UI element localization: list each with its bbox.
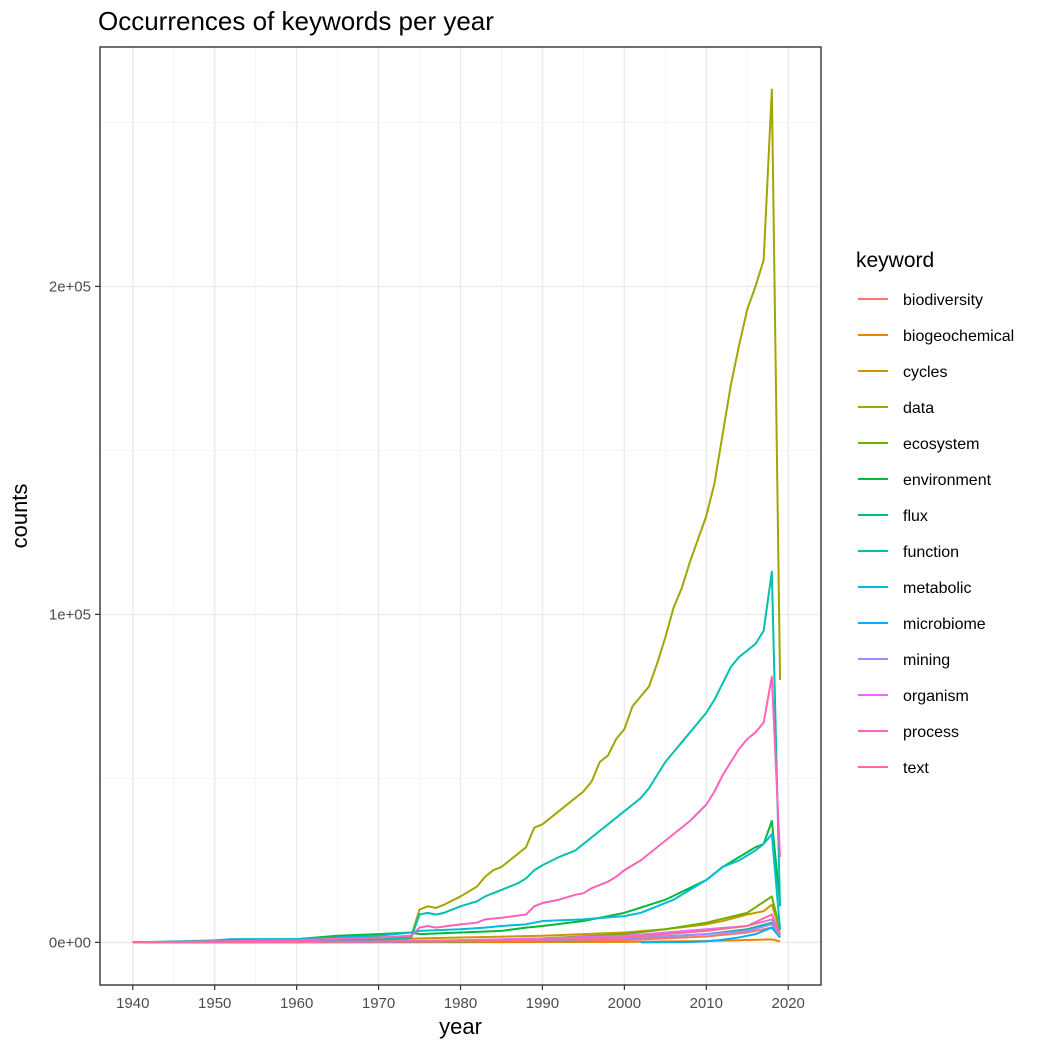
series-line-process: [132, 675, 782, 944]
legend-label-function: function: [903, 544, 959, 561]
legend-label-flux: flux: [903, 508, 928, 525]
chart-title: Occurrences of keywords per year: [98, 6, 494, 36]
series-line-function: [132, 570, 782, 944]
legend-label-metabolic: metabolic: [903, 580, 971, 597]
x-tick-label: 1950: [198, 995, 231, 1012]
legend-label-microbiome: microbiome: [903, 616, 986, 633]
legend-label-biodiversity: biodiversity: [903, 292, 983, 309]
series-line-environment: [132, 820, 782, 944]
x-tick-label: 1940: [116, 995, 149, 1012]
x-tick-label: 1990: [526, 995, 559, 1012]
y-tick-label: 0e+00: [49, 934, 91, 951]
legend-label-data: data: [903, 400, 934, 417]
x-axis-title: year: [439, 1014, 482, 1039]
series-line-metabolic: [132, 833, 782, 944]
legend-label-cycles: cycles: [903, 364, 947, 381]
x-tick-label: 1970: [362, 995, 395, 1012]
legend: keyword biodiversity biogeochemical cycles…: [856, 249, 1014, 777]
x-tick-label: 1980: [444, 995, 477, 1012]
legend-label-biogeochemical: biogeochemical: [903, 328, 1014, 345]
legend-label-ecosystem: ecosystem: [903, 436, 979, 453]
gridlines: [100, 47, 821, 985]
series-line-microbiome: [640, 926, 781, 944]
series-layer: [132, 88, 782, 944]
series-line-data: [132, 88, 782, 944]
x-tick-label: 2000: [608, 995, 641, 1012]
legend-label-process: process: [903, 724, 959, 741]
y-tick-label: 2e+05: [49, 278, 91, 295]
legend-label-environment: environment: [903, 472, 992, 489]
legend-title: keyword: [856, 249, 934, 272]
x-tick-label: 1960: [280, 995, 313, 1012]
y-tick-label: 1e+05: [49, 606, 91, 623]
series-line-text: [132, 913, 781, 944]
legend-label-organism: organism: [903, 688, 969, 705]
x-tick-label: 2010: [690, 995, 723, 1012]
axes: 1940 1950 1960 1970 1980 1990 2000 2010 2020 0e+0…: [49, 278, 805, 1012]
x-tick-label: 2020: [772, 995, 805, 1012]
legend-label-mining: mining: [903, 652, 950, 669]
legend-label-text: text: [903, 760, 929, 777]
y-axis-title: counts: [7, 484, 32, 549]
